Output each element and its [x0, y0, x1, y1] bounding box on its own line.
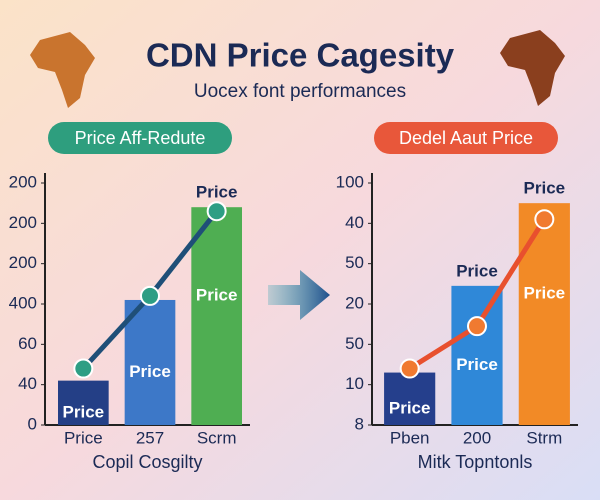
y-tick-label: 20: [345, 293, 364, 312]
x-axis-label: Mitk Topntonls: [418, 452, 533, 472]
bar-label: Price: [63, 402, 105, 421]
bar: [124, 299, 176, 425]
bar-label: Price: [456, 355, 498, 374]
bar: [58, 380, 109, 425]
x-axis-label: Copil Cosgilty: [92, 452, 202, 472]
y-tick-label: 100: [336, 172, 364, 191]
africa-icon: [30, 32, 95, 108]
line-point: [140, 285, 160, 306]
bar: [384, 372, 436, 425]
line-point: [534, 209, 555, 230]
bar-label: Price: [196, 183, 238, 202]
x-tick-label: Scrm: [197, 428, 237, 447]
y-tick-label: 200: [9, 213, 37, 232]
x-tick-label: Price: [64, 428, 103, 447]
y-tick-label: 10: [345, 374, 364, 393]
badge: [48, 122, 232, 154]
x-tick-label: 200: [463, 428, 491, 447]
subtitle: Uocex font performances: [194, 81, 406, 102]
bar-label: Price: [524, 179, 566, 198]
y-tick-label: 40: [345, 213, 364, 232]
y-tick-label: 60: [18, 334, 37, 353]
line-point: [467, 316, 487, 337]
y-tick-label: 40: [18, 374, 37, 393]
badge: [374, 122, 558, 154]
bar-label: Price: [196, 286, 238, 305]
bar-label: Price: [524, 284, 566, 303]
line-point: [73, 358, 94, 379]
y-tick-label: 50: [345, 334, 364, 353]
y-tick-label: 200: [9, 172, 37, 191]
bar-label: Price: [129, 362, 171, 381]
title: CDN Price Cagesity: [146, 37, 455, 74]
y-tick-label: 8: [355, 414, 364, 433]
badge-label: Dedel Aaut Price: [399, 128, 533, 148]
y-tick-label: 400: [9, 293, 37, 312]
x-tick-label: 257: [136, 428, 164, 447]
y-tick-label: 50: [345, 253, 364, 272]
bar: [191, 207, 242, 425]
x-tick-label: Pben: [390, 428, 430, 447]
arrow-icon: [268, 270, 330, 320]
bar: [451, 285, 503, 425]
bar-label: Price: [389, 398, 431, 417]
badge-label: Price Aff-Redute: [75, 128, 206, 148]
x-tick-label: Strm: [526, 428, 562, 447]
bar: [518, 203, 570, 425]
y-tick-label: 200: [9, 253, 37, 272]
africa-icon: [500, 30, 565, 106]
line-point: [399, 358, 420, 379]
line-point: [206, 201, 227, 222]
y-tick-label: 0: [28, 414, 37, 433]
bar-label: Price: [456, 261, 498, 280]
